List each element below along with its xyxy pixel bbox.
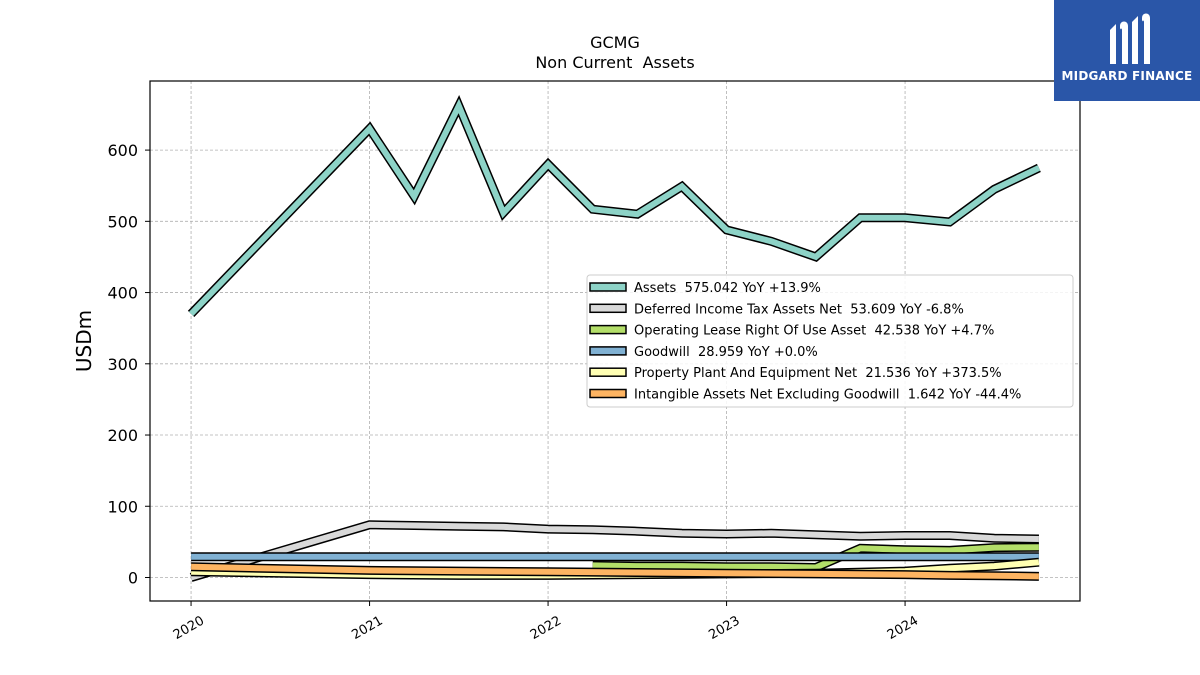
legend-label: Assets 575.042 YoY +13.9% — [634, 281, 821, 296]
legend-label: Deferred Income Tax Assets Net 53.609 Yo… — [634, 302, 964, 317]
legend-label: Intangible Assets Net Excluding Goodwill… — [634, 388, 1021, 403]
legend-box — [586, 274, 1074, 408]
legend-label: Property Plant And Equipment Net 21.536 … — [634, 366, 1002, 381]
legend-swatch — [589, 282, 627, 292]
y-tick-label: 400 — [107, 284, 138, 303]
logo-text: MIDGARD FINANCE — [1061, 69, 1193, 83]
legend-swatch — [589, 303, 627, 314]
x-tick-label: 2021 — [349, 613, 385, 643]
series-line-operating-lease-right-of-use-asset — [592, 544, 1039, 571]
y-tick-label: 0 — [128, 568, 138, 587]
series-layer — [187, 95, 1041, 582]
x-tick-label: 2022 — [528, 613, 564, 643]
legend-swatch — [589, 367, 627, 377]
legend-label: Goodwill 28.959 YoY +0.0% — [634, 345, 818, 360]
x-tick-label: 2020 — [171, 613, 207, 643]
series-line-intangible-assets-net-excluding-goodwill — [191, 563, 1039, 580]
x-tick-label: 2023 — [706, 613, 742, 643]
y-tick-label: 300 — [107, 355, 138, 374]
x-tick-label: 2024 — [885, 613, 921, 643]
midgard-logo-icon — [1110, 13, 1150, 64]
chart-title: GCMG — [590, 33, 640, 52]
series-line-deferred-income-tax-assets-net — [190, 521, 1039, 581]
chart-subtitle: Non Current Assets — [535, 53, 694, 72]
y-tick-label: 500 — [107, 212, 138, 231]
legend-swatch — [589, 388, 627, 399]
y-tick-label: 100 — [107, 497, 138, 516]
legend-label: Operating Lease Right Of Use Asset 42.53… — [634, 324, 994, 339]
legend: Assets 575.042 YoY +13.9% Deferred Income… — [586, 274, 1074, 408]
y-tick-label: 600 — [107, 141, 138, 160]
legend-swatch — [589, 346, 627, 356]
y-axis-label: USDm — [72, 310, 96, 372]
series-line-assets — [188, 98, 1041, 316]
legend-swatch — [589, 324, 627, 335]
midgard-finance-logo: MIDGARD FINANCE — [1054, 0, 1200, 101]
plot-frame — [149, 80, 1081, 602]
y-tick-label: 200 — [107, 426, 138, 445]
